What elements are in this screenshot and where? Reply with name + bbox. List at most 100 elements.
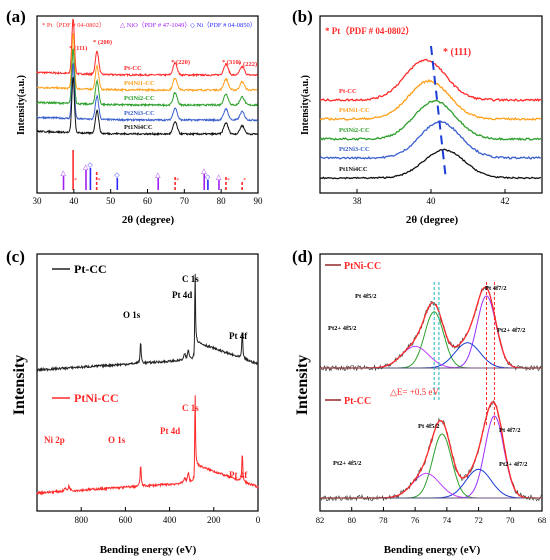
panel-d: PtNi-CC Pt-CC Pt 4f5/2 Pt 4f7/2 Pt2+ 4f5/2… — [294, 253, 547, 556]
panel-c-label-pt-o1s: O 1s — [123, 310, 141, 320]
panel-a-ref-pt-star: * — [176, 178, 179, 184]
panel-c-label-ni-pt4d: Pt 4d — [160, 426, 180, 436]
panel-c-curve-PtNi-CC — [36, 395, 259, 496]
panel-c-xtick-label: 200 — [207, 515, 221, 525]
panel-a-xtick-label: 40 — [69, 196, 79, 206]
panel-d-xlabel: Bending energy (eV) — [384, 544, 481, 556]
panel-a-ref-nio-marker: △ — [201, 167, 207, 175]
panel-b-series-label: Pt2Ni3-CC — [339, 146, 370, 153]
panel-a-xtick-label: 90 — [254, 196, 264, 206]
panel-d-pt-fit — [320, 401, 542, 499]
panel-b-xlabel: 2θ (degree) — [406, 214, 459, 226]
panel-c-ylabel: Intensity — [11, 355, 28, 415]
panel-a-curve-Pt4Ni1-CC — [36, 33, 258, 93]
panel-c-label-ni-c1s: C 1s — [182, 403, 199, 413]
panel-d-pt-label-pt2-4f72: Pt2+ 4f7/2 — [499, 461, 527, 468]
panel-a-ref-nio-marker: △ — [61, 169, 67, 177]
panel-a-header-nio: △ NiO（PDF # 47-1049） — [120, 21, 191, 29]
panel-b-series-label: Pt1Ni4CC — [339, 166, 368, 173]
panel-c-label-ni-o1s: O 1s — [108, 435, 126, 445]
panel-a-xtick-label: 50 — [106, 196, 116, 206]
panel-d-ptni-component-1 — [320, 311, 542, 369]
panel-c: Pt-CC PtNi-CC O 1s Pt 4d C 1s Pt 4f Ni 2p O 1… — [11, 253, 261, 556]
panel-b-curve-Pt2Ni3-CC — [319, 120, 542, 161]
panel-c-xtick-label: 800 — [74, 515, 88, 525]
panel-d-delta-annotation: △E= +0.5 eV — [390, 387, 439, 397]
panel-label-b: (b) — [292, 7, 313, 26]
panel-b-xtick-label: 42 — [501, 196, 510, 206]
panel-label-c: (c) — [6, 247, 25, 266]
panel-b-peak-label: * (111) — [443, 47, 471, 58]
panel-b-ylabel: Intensity(a.u.) — [300, 75, 311, 135]
panel-a-peak-label: * (222) — [238, 61, 257, 68]
panel-b-curve-Pt3Ni2-CC — [319, 99, 542, 141]
panel-c-xlabel: Bending energy (eV) — [100, 544, 197, 556]
panel-d-pt-raw — [319, 400, 543, 502]
panel-a-peak-label: * (220) — [171, 59, 190, 66]
panel-c-label-pt-c1s: C 1s — [182, 274, 199, 284]
panel-c-label-pt-pt4f: Pt 4f — [229, 331, 248, 341]
panel-a-peak-label: * (310) — [222, 59, 241, 66]
panel-d-xtick-label: 68 — [538, 515, 547, 525]
panel-d-xtick-label: 74 — [443, 515, 452, 525]
panel-c-xtick-label: 600 — [119, 515, 133, 525]
panel-a-ylabel: Intensity(a.u.) — [16, 75, 27, 135]
panel-a-curve-Pt2Ni3-CC — [36, 62, 258, 123]
panel-a-peak-label: * (200) — [93, 39, 112, 46]
panel-a-series-label: Pt4Ni1-CC — [124, 80, 155, 87]
panel-a-xtick-label: 60 — [143, 196, 153, 206]
panel-c-xtick-label: 0 — [256, 515, 261, 525]
panel-c-xtick-label: 400 — [163, 515, 177, 525]
panel-d-ptni-label-pt4f52: Pt 4f5/2 — [355, 293, 376, 300]
panel-a-ref-nio-marker: △ — [83, 163, 89, 171]
panel-b-xtick-label: 38 — [353, 196, 363, 206]
panel-a-series-label: Pt2Ni3-CC — [124, 110, 155, 117]
panel-c-label-ni-pt4f: Pt 4f — [229, 470, 248, 480]
panel-c-curve-Pt-CC — [36, 273, 259, 373]
panel-a-ref-ni-marker: ◇ — [114, 171, 120, 179]
panel-d-legend-ptni: PtNi-CC — [344, 261, 381, 272]
panel-d-ptni-label-pt2-4f72: Pt2+ 4f7/2 — [497, 327, 525, 334]
panel-d-ylabel: Intensity — [294, 355, 311, 415]
panel-a-ref-ni-marker: ◇ — [87, 161, 93, 169]
panel-a-peak-label: * (111) — [69, 45, 87, 52]
panel-a-ref-nio-marker: △ — [155, 171, 161, 179]
panel-a-ref-ni-marker: ◇ — [205, 173, 211, 181]
panel-d-xtick-label: 82 — [316, 515, 325, 525]
panel-d-xtick-label: 72 — [474, 515, 483, 525]
panel-b-header: * Pt（PDF # 04-0802） — [325, 26, 414, 36]
panel-a-curve-Pt1Ni4CC — [36, 76, 259, 137]
panel-c-legend-pt: Pt-CC — [74, 262, 107, 276]
panel-d-pt-component-3 — [320, 472, 542, 499]
panel-a-curve-Pt-CC — [36, 18, 258, 78]
panel-c-label-pt-pt4d: Pt 4d — [172, 290, 192, 300]
panel-b: * Pt（PDF # 04-0802） * (111) Pt-CC Pt4Ni1-… — [300, 15, 543, 226]
panel-a-curve-Pt3Ni2-CC — [36, 48, 258, 108]
panel-b-series-label: Pt3Ni2-CC — [339, 127, 370, 134]
panel-a-series-label: Pt1Ni4CC — [124, 124, 153, 131]
panel-c-label-ni-ni2p: Ni 2p — [44, 435, 65, 445]
panel-d-pt-label-pt4f72: Pt 4f7/2 — [499, 427, 520, 434]
panel-c-frame — [36, 253, 259, 512]
panel-a-ref-pt-star: * — [74, 178, 77, 184]
panel-d-xtick-label: 78 — [379, 515, 388, 525]
panel-d-ptni-label-pt4f72: Pt 4f7/2 — [485, 285, 506, 292]
panel-a-series-label: Pt-CC — [124, 65, 142, 72]
panel-label-d: (d) — [292, 247, 313, 266]
panel-b-series-label: Pt-CC — [339, 88, 357, 95]
panel-d-pt-component-2 — [320, 468, 542, 499]
panel-d-legend-pt: Pt-CC — [344, 396, 371, 407]
panel-b-curve-Pt4Ni1-CC — [319, 78, 542, 121]
panel-label-a: (a) — [6, 7, 26, 26]
panel-d-xtick-label: 80 — [347, 515, 356, 525]
panel-b-curve-Pt1Ni4CC — [320, 148, 542, 180]
panel-a-ref-pt-star: * — [243, 178, 246, 184]
panel-b-xtick-label: 40 — [427, 196, 437, 206]
panel-d-xtick-label: 76 — [411, 515, 420, 525]
panel-a-ref-pt-star: * — [227, 178, 230, 184]
panel-d-ptni-label-pt2-4f52: Pt2+ 4f5/2 — [328, 325, 356, 332]
panel-a-header-ni: ◇ Ni（PDF # 04-0850） — [190, 21, 256, 29]
panel-a: * Pt（PDF # 04-0802） △ NiO（PDF # 47-1049）… — [16, 15, 264, 226]
panel-a-xtick-label: 70 — [180, 196, 190, 206]
